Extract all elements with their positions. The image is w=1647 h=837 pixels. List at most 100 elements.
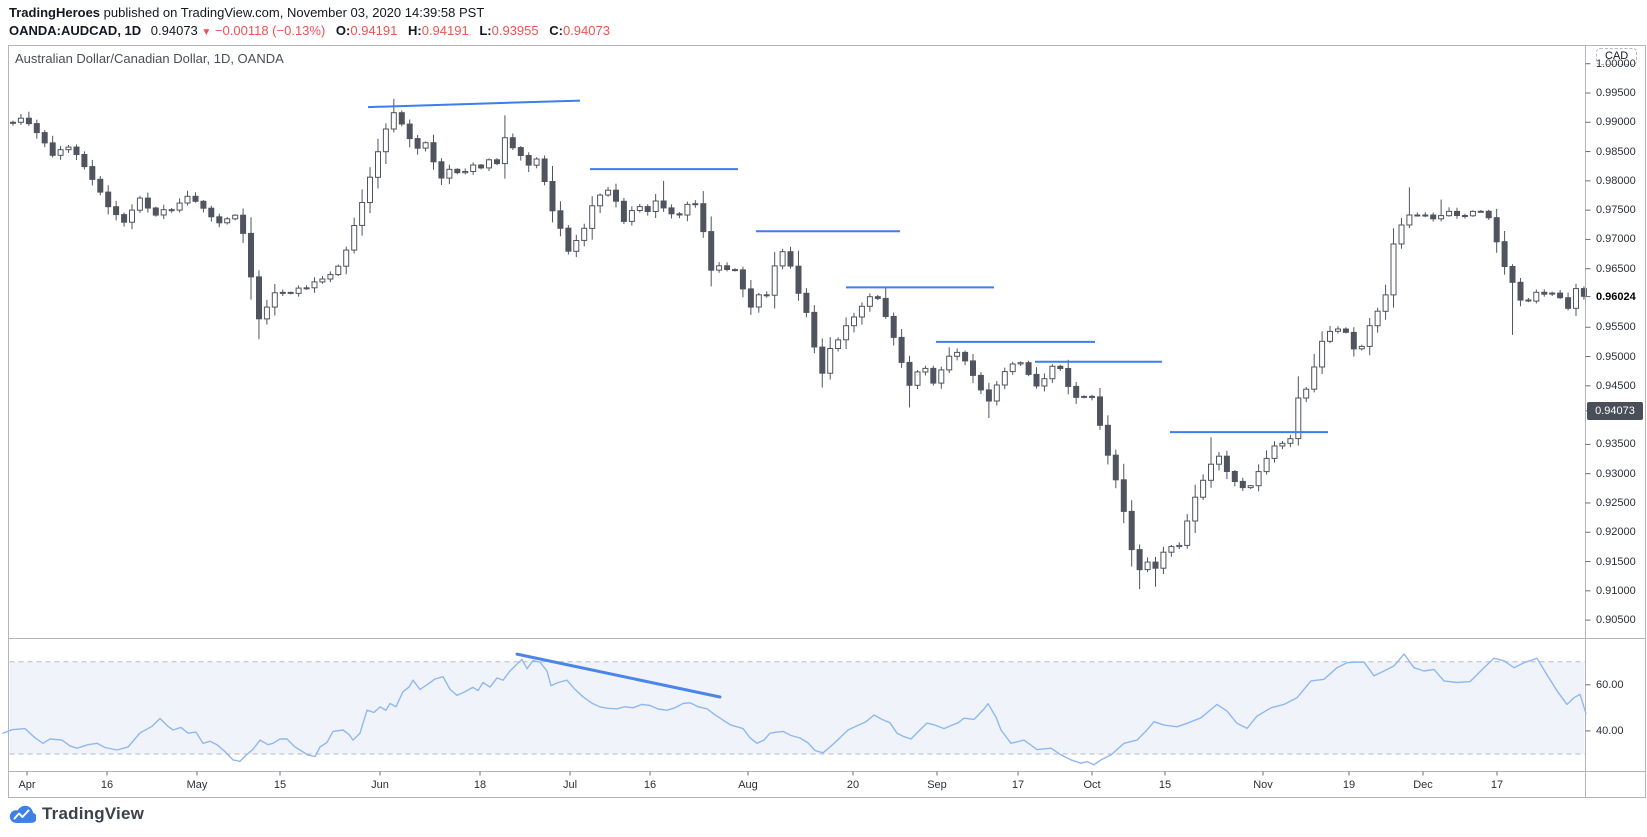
candle-body bbox=[795, 265, 802, 294]
candle-body bbox=[803, 292, 810, 313]
candle-body bbox=[1223, 455, 1230, 473]
publish-details: published on TradingView.com, November 0… bbox=[100, 5, 485, 20]
candle-body bbox=[136, 197, 143, 211]
published-price-badge: 0.94073 bbox=[1587, 401, 1643, 420]
candle-body bbox=[430, 142, 437, 163]
candle-body bbox=[779, 251, 786, 267]
currency-toggle-button[interactable]: CAD bbox=[1596, 48, 1638, 65]
candle-body bbox=[1549, 292, 1556, 295]
candle-body bbox=[232, 214, 239, 220]
tradingview-logo[interactable]: TradingView bbox=[9, 804, 144, 824]
candle-body bbox=[1033, 373, 1040, 387]
last-price-axis-label: 0.96024 bbox=[1596, 290, 1636, 303]
candlesticks bbox=[10, 98, 1587, 590]
candle-body bbox=[414, 138, 421, 149]
candle-body bbox=[747, 288, 754, 308]
candle-body bbox=[1287, 438, 1294, 444]
price-down-arrow-icon: ▼ bbox=[201, 27, 212, 38]
candle-body bbox=[835, 339, 842, 349]
candle-body bbox=[787, 251, 794, 267]
candle-body bbox=[1216, 455, 1222, 465]
candle-body bbox=[993, 384, 1000, 402]
candle-body bbox=[597, 194, 604, 207]
price-axis-label: 0.92500 bbox=[1596, 496, 1636, 509]
candle-body bbox=[700, 203, 707, 233]
candle-body bbox=[938, 369, 945, 384]
trendline[interactable] bbox=[367, 99, 581, 109]
candle-body bbox=[303, 287, 310, 290]
price-axis-label: 0.97500 bbox=[1596, 204, 1636, 217]
candle-body bbox=[1168, 546, 1175, 553]
candle-body bbox=[930, 367, 937, 384]
candle-body bbox=[708, 231, 715, 271]
time-axis-label: 20 bbox=[846, 779, 860, 791]
candle-body bbox=[1438, 215, 1445, 220]
candle-body bbox=[382, 128, 389, 153]
candle-body bbox=[406, 123, 413, 140]
candle-body bbox=[73, 146, 80, 156]
candle-body bbox=[1025, 362, 1032, 375]
candle-body bbox=[81, 154, 88, 168]
candle-body bbox=[613, 189, 619, 202]
candle-body bbox=[565, 227, 572, 252]
rsi-trendline[interactable] bbox=[515, 652, 722, 699]
price-axis-label: 0.97000 bbox=[1596, 233, 1636, 246]
candle-body bbox=[168, 209, 175, 212]
price-axis-label: 0.93000 bbox=[1596, 467, 1636, 480]
candle-body bbox=[1335, 328, 1341, 332]
candle-body bbox=[692, 203, 699, 206]
candle-body bbox=[906, 361, 913, 386]
price-axis-label: 0.91000 bbox=[1596, 584, 1636, 597]
candle-body bbox=[1477, 210, 1484, 213]
candle-body bbox=[1350, 331, 1357, 350]
candle-body bbox=[335, 265, 342, 276]
candle-body bbox=[1057, 365, 1064, 369]
candle-body bbox=[501, 137, 508, 165]
low-value: 0.93955 bbox=[491, 23, 539, 38]
symbol-name: OANDA:AUDCAD, 1D bbox=[9, 23, 142, 38]
candle-body bbox=[1136, 549, 1143, 571]
time-axis-label: Jul bbox=[562, 779, 578, 791]
candle-body bbox=[1144, 561, 1151, 571]
candle-body bbox=[224, 218, 231, 224]
candle-body bbox=[1541, 291, 1548, 295]
candle-body bbox=[1009, 363, 1016, 373]
candle-body bbox=[121, 214, 128, 223]
candle-body bbox=[1517, 281, 1524, 301]
candle-body bbox=[1200, 479, 1207, 498]
time-axis-label: 18 bbox=[473, 779, 487, 791]
candle-body bbox=[97, 178, 104, 193]
candle-body bbox=[319, 278, 326, 283]
candle-body bbox=[486, 159, 492, 169]
time-axis-label: Dec bbox=[1413, 779, 1433, 791]
candle-body bbox=[343, 249, 350, 267]
price-axis-label: 0.92000 bbox=[1596, 526, 1636, 539]
candle-body bbox=[668, 207, 675, 215]
price-axis-label: 0.90500 bbox=[1596, 614, 1636, 627]
candle-body bbox=[1128, 510, 1135, 551]
candle-body bbox=[819, 346, 826, 374]
price-axis-label: 0.99500 bbox=[1596, 87, 1636, 99]
candle-body bbox=[1208, 463, 1214, 481]
candle-body bbox=[557, 210, 564, 229]
candle-body bbox=[851, 316, 857, 327]
candle-body bbox=[478, 164, 485, 169]
candle-body bbox=[1097, 396, 1103, 426]
close-value: 0.94073 bbox=[562, 23, 610, 38]
candle-body bbox=[636, 206, 643, 212]
time-axis-label: 15 bbox=[1158, 779, 1172, 791]
candle-body bbox=[311, 281, 318, 289]
candle-body bbox=[1152, 561, 1159, 569]
candle-body bbox=[549, 181, 556, 212]
rsi-axis-label: 60.00 bbox=[1596, 678, 1624, 691]
candle-body bbox=[1041, 378, 1048, 387]
candle-body bbox=[113, 206, 120, 216]
candle-body bbox=[1192, 496, 1199, 522]
price-axis-label: 1.00000 bbox=[1596, 57, 1636, 70]
time-axis-label: 17 bbox=[1490, 779, 1504, 791]
time-axis-label: 17 bbox=[1011, 779, 1025, 791]
candle-body bbox=[652, 200, 659, 212]
candle-body bbox=[755, 294, 762, 308]
